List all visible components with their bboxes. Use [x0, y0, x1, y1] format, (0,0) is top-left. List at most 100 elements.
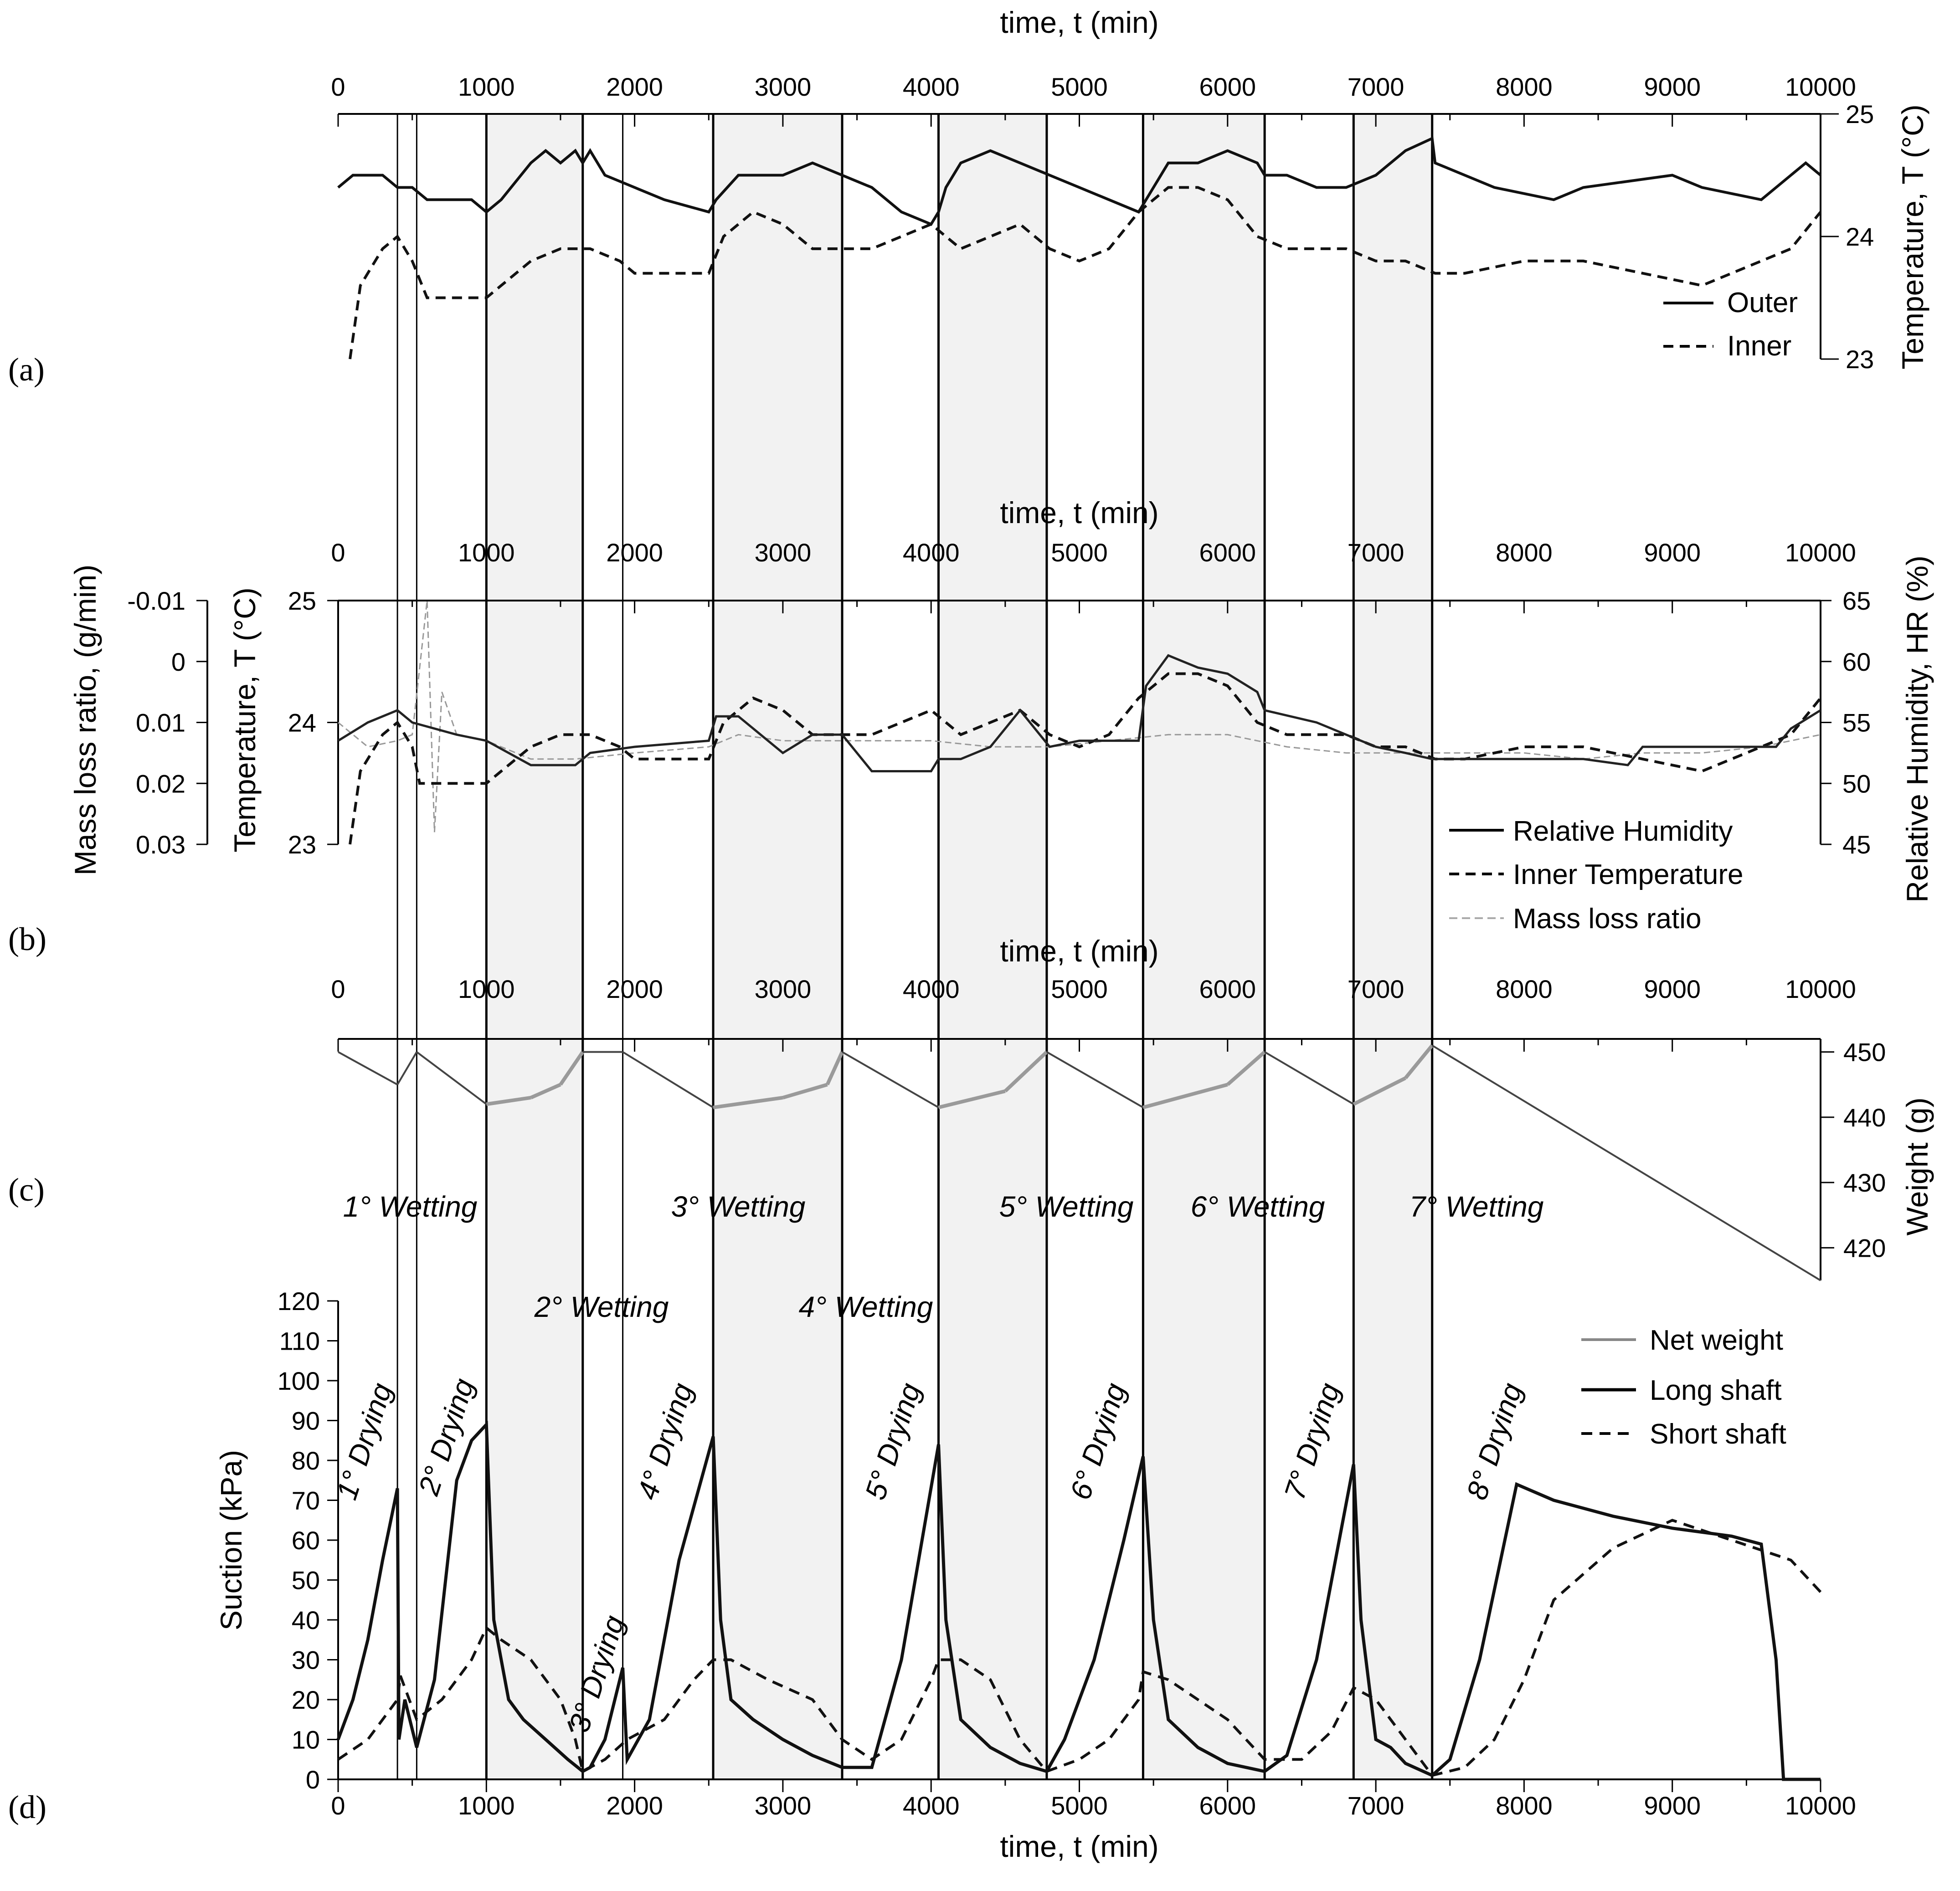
x-tick-label: 4000 [903, 1791, 960, 1820]
x-tick-label: 0 [331, 72, 345, 101]
phase-label-wetting: 2° Wetting [534, 1290, 669, 1323]
phase-label-wetting: 4° Wetting [799, 1290, 933, 1323]
x-tick-label: 8000 [1496, 1791, 1553, 1820]
series-net-weight-segment [622, 1051, 714, 1109]
phase-label-wetting: 7° Wetting [1410, 1190, 1544, 1223]
x-tick-label: 9000 [1644, 538, 1701, 567]
y-axis-mass-tick-label: 0.01 [136, 709, 185, 737]
y-axis-hr-tick-label: 60 [1842, 647, 1871, 676]
x-tick-label: 5000 [1051, 72, 1108, 101]
y-axis-hr-title: Relative Humidity, HR (%) [1900, 555, 1934, 903]
y-tick-label: 420 [1843, 1233, 1886, 1262]
x-tick-label: 6000 [1199, 72, 1256, 101]
panel-label: (c) [8, 1172, 45, 1208]
phase-label-wetting: 5° Wetting [999, 1190, 1134, 1223]
x-tick-label: 1000 [458, 975, 515, 1003]
x-tick-label: 0 [331, 538, 345, 567]
x-tick-label: 4000 [903, 975, 960, 1003]
series-net-weight-segment [1004, 1050, 1048, 1093]
y-tick-label: 10 [292, 1726, 320, 1754]
wetting-band [486, 114, 583, 1779]
y-axis-hr-tick-label: 50 [1842, 769, 1871, 798]
wetting-band [1353, 114, 1432, 1779]
legend-label-long-shaft: Long shaft [1650, 1375, 1782, 1406]
x-tick-label: 10000 [1785, 975, 1856, 1003]
wetting-band [938, 114, 1047, 1779]
y-axis-title: Suction (kPa) [214, 1450, 248, 1630]
y-axis-mass-tick-label: 0 [171, 647, 185, 676]
x-tick-label: 7000 [1348, 538, 1404, 567]
series-outer-line [337, 136, 1821, 226]
wetting-band [713, 114, 843, 1779]
phase-label-drying: 2° Drying [412, 1374, 480, 1500]
y-axis-mass-title: Mass loss ratio, (g/min) [68, 565, 102, 875]
y-tick-label: 20 [292, 1685, 320, 1714]
y-tick-label: 90 [292, 1407, 320, 1435]
y-tick-label: 30 [292, 1646, 320, 1675]
wetting-band [1143, 114, 1265, 1779]
x-tick-label: 5000 [1051, 975, 1108, 1003]
legend-label-outer: Outer [1727, 287, 1798, 319]
y-axis-temp-title: Temperature, T (°C) [228, 587, 262, 852]
phase-label-wetting: 3° Wetting [671, 1190, 806, 1223]
series-net-weight-segment [1264, 1051, 1354, 1105]
x-tick-label: 4000 [903, 538, 960, 567]
legend-label-temp: Inner Temperature [1513, 859, 1743, 890]
x-tick-label: 0 [331, 1791, 345, 1820]
phase-boundaries [396, 114, 1434, 1779]
series-short-shaft-line [337, 1519, 1822, 1777]
series-net-weight-segment [486, 1095, 531, 1106]
legend-label-inner: Inner [1727, 330, 1791, 362]
wetting-bands [486, 114, 1432, 1779]
series-net-weight-segment [1226, 1050, 1266, 1086]
phase-label-drying: 4° Drying [631, 1379, 699, 1504]
series-net-weight-segment [396, 1051, 418, 1085]
y-axis-temp-tick-label: 25 [288, 586, 316, 615]
series-net-weight-segment [842, 1051, 939, 1109]
y-tick-label: 110 [279, 1327, 320, 1356]
series-inner-line [349, 186, 1822, 360]
series-net-weight-segment [559, 1051, 585, 1086]
series-relative-humidity-line [337, 654, 1821, 772]
x-tick-label: 10000 [1785, 538, 1856, 567]
y-tick-label: 40 [292, 1606, 320, 1634]
series-net-weight-segment [1353, 1076, 1406, 1106]
x-axis-title: time, t (min) [1000, 496, 1158, 529]
y-axis-mass-tick-label: 0.02 [136, 769, 185, 798]
x-tick-label: 2000 [606, 975, 663, 1003]
x-tick-label: 7000 [1348, 72, 1404, 101]
x-tick-label: 2000 [606, 538, 663, 567]
x-tick-label: 8000 [1496, 538, 1553, 567]
y-axis-hr-tick-label: 45 [1842, 830, 1871, 859]
x-tick-label: 2000 [606, 72, 663, 101]
panel-label: (d) [8, 1789, 46, 1825]
series-long-shaft-line [336, 1420, 1821, 1781]
x-tick-label: 0 [331, 975, 345, 1003]
x-tick-label: 10000 [1785, 1791, 1856, 1820]
y-tick-label: 50 [292, 1566, 320, 1595]
legend-label-short-shaft: Short shaft [1650, 1418, 1786, 1450]
series-net-weight-segment [782, 1083, 828, 1100]
y-axis-title: Weight (g) [1900, 1097, 1934, 1235]
y-tick-label: 60 [292, 1526, 320, 1555]
x-axis-title: time, t (min) [1000, 934, 1158, 968]
series-net-weight-segment [416, 1051, 487, 1105]
legend-label-mass: Mass loss ratio [1513, 903, 1701, 935]
series-net-weight-segment [825, 1051, 844, 1085]
y-axis-temp-tick-label: 24 [288, 709, 316, 737]
phase-label-drying: 1° Drying [330, 1379, 398, 1504]
x-tick-label: 9000 [1644, 72, 1701, 101]
x-tick-label: 8000 [1496, 975, 1553, 1003]
x-tick-label: 3000 [755, 975, 812, 1003]
x-tick-label: 6000 [1199, 975, 1256, 1003]
y-axis-mass-tick-label: -0.01 [127, 586, 185, 615]
series-net-weight-segment [938, 1089, 1006, 1110]
data-series [336, 136, 1822, 1781]
x-tick-label: 1000 [458, 72, 515, 101]
x-tick-label: 8000 [1496, 72, 1553, 101]
series-mass-loss-line [338, 600, 1821, 832]
series-net-weight-segment [1431, 1044, 1821, 1281]
y-axis-hr-tick-label: 65 [1842, 586, 1871, 615]
y-axis-hr-tick-label: 55 [1842, 709, 1871, 737]
